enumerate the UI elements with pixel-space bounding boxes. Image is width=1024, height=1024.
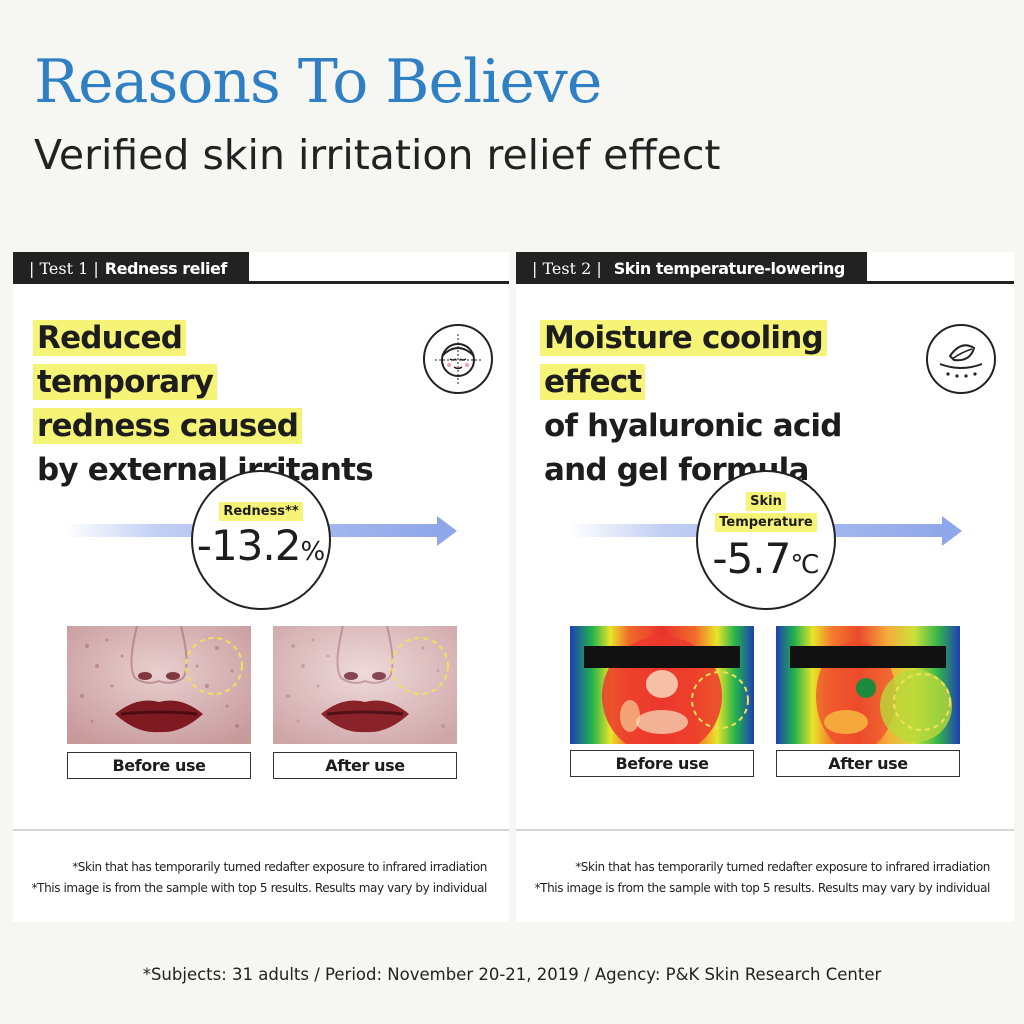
card-top-rule: [13, 281, 509, 284]
stat-value: -5.7: [712, 534, 791, 583]
test-2-headline: Moisture cooling effect of hyaluronic ac…: [540, 316, 842, 492]
test-2-notes: *Skin that has temporarily turned redaft…: [534, 857, 991, 899]
headline-line: of hyaluronic acid: [544, 408, 842, 444]
stat-unit: %: [300, 537, 326, 567]
tab-test-number: | Test 1 |: [29, 258, 99, 278]
card-divider: [13, 829, 509, 831]
test-1-card: | Test 1 | Redness relief Reduced tempor…: [13, 252, 509, 922]
leaf-cooling-icon: [926, 324, 996, 394]
note-line: *This image is from the sample with top …: [31, 881, 488, 895]
stat-unit: ℃: [790, 550, 820, 580]
stat-label-line-2: Temperature: [715, 513, 817, 532]
test-2-card: | Test 2 | Skin temperature-lowering Moi…: [516, 252, 1014, 922]
card-divider: [516, 829, 1014, 831]
before-caption: Before use: [67, 752, 251, 779]
before-thermal-photo: [570, 626, 754, 744]
headline-line: effect: [540, 364, 646, 400]
headline-line: Moisture cooling: [540, 320, 827, 356]
headline-line: temporary: [33, 364, 218, 400]
tab-test-name: Skin temperature-lowering: [613, 258, 846, 278]
test-2-tab: | Test 2 | Skin temperature-lowering: [516, 252, 867, 284]
test-1-tab: | Test 1 | Redness relief: [13, 252, 249, 284]
stat-label: Redness**: [219, 502, 303, 521]
page-title: Reasons To Believe: [34, 47, 602, 117]
before-photo: [67, 626, 251, 744]
after-thermal-photo: [776, 626, 960, 744]
redness-stat: Redness** -13.2%: [191, 470, 331, 610]
tab-test-number: | Test 2 |: [532, 258, 602, 278]
temperature-stat: Skin Temperature -5.7℃: [696, 470, 836, 610]
stat-value: -13.2: [196, 521, 302, 570]
note-line: *This image is from the sample with top …: [534, 881, 991, 895]
before-caption: Before use: [570, 750, 754, 777]
study-footnote: *Subjects: 31 adults / Period: November …: [142, 965, 882, 984]
tab-test-name: Redness relief: [104, 258, 228, 278]
headline-line: by external irritants: [37, 452, 374, 488]
test-1-headline: Reduced temporary redness caused by exte…: [33, 316, 374, 492]
after-caption: After use: [776, 750, 960, 777]
after-caption: After use: [273, 752, 457, 779]
after-photo: [273, 626, 457, 744]
note-line: *Skin that has temporarily turned redaft…: [575, 860, 990, 874]
stat-label-line-1: Skin: [746, 492, 786, 511]
note-line: *Skin that has temporarily turned redaft…: [72, 860, 487, 874]
test-1-notes: *Skin that has temporarily turned redaft…: [31, 857, 488, 899]
headline-line: redness caused: [33, 408, 303, 444]
face-grid-icon: [423, 324, 493, 394]
page-subtitle: Verified skin irritation relief effect: [34, 131, 721, 179]
headline-line: Reduced: [33, 320, 187, 356]
